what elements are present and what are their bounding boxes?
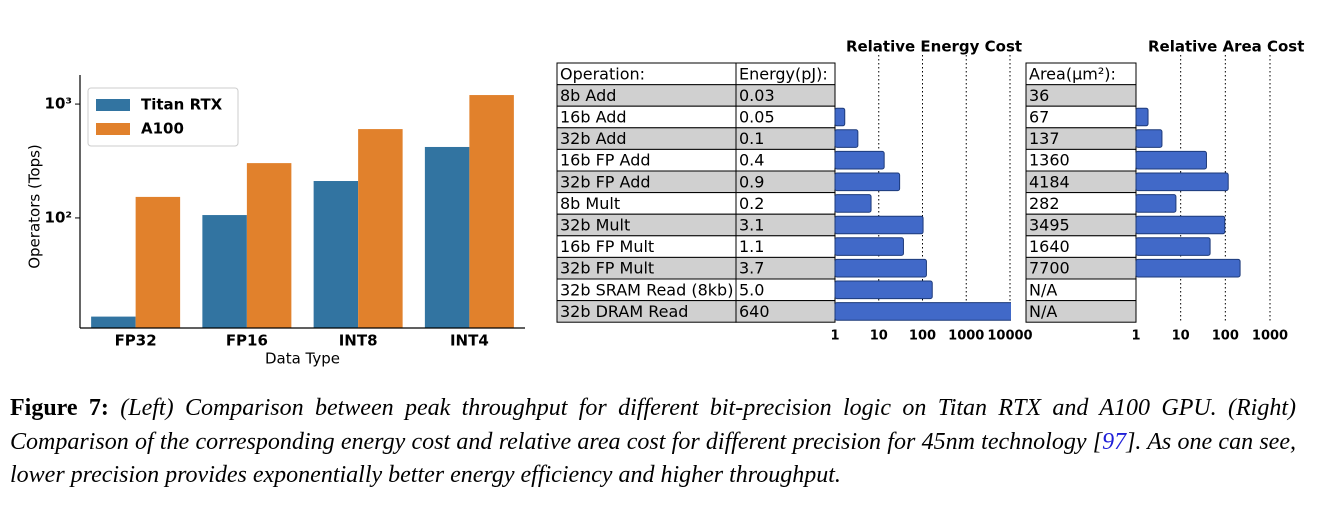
bar xyxy=(834,302,1011,321)
x-tick-label: 1 xyxy=(830,329,839,344)
panel-title: Relative Area Cost xyxy=(1148,38,1304,56)
table-cell-text: 5.0 xyxy=(739,280,764,299)
bar xyxy=(135,196,181,328)
table-cell-text: 0.05 xyxy=(739,108,775,127)
table-cell-text: 640 xyxy=(739,302,770,321)
legend-swatch xyxy=(96,99,130,111)
bar xyxy=(1135,258,1241,278)
table-cell-text: 8b Mult xyxy=(560,194,620,213)
x-tick-label: 1000 xyxy=(948,329,984,344)
table-cell-text: N/A xyxy=(1029,280,1057,299)
table-cell-text: 0.1 xyxy=(739,129,764,148)
x-tick-label: INT4 xyxy=(450,332,489,350)
table-cell-text: 36 xyxy=(1029,86,1049,105)
x-tick-label: 1 xyxy=(1131,329,1140,344)
table-cell-text: 7700 xyxy=(1029,259,1070,278)
bar xyxy=(834,237,904,256)
bar xyxy=(1135,215,1226,235)
panel-title: Relative Energy Cost xyxy=(846,38,1022,56)
table-cell-text: 0.2 xyxy=(739,194,764,213)
table-cell-text: 3495 xyxy=(1029,216,1070,235)
bar xyxy=(246,163,292,328)
x-tick-label: 100 xyxy=(1212,329,1239,344)
table-header: Energy(pJ): xyxy=(739,64,828,83)
table-cell-text: 8b Add xyxy=(560,86,616,105)
table-header-cell xyxy=(735,62,836,86)
x-tick-label: 100 xyxy=(909,329,936,344)
table-cell-text: N/A xyxy=(1029,302,1057,321)
bar xyxy=(834,129,859,148)
table-cell xyxy=(1025,300,1137,323)
figure: 10² 10³ FP32 FP16 INT8 INT4 Data Type Operators… xyxy=(26,38,1305,368)
bar xyxy=(313,181,359,328)
table-cell-text: 32b Mult xyxy=(560,216,630,235)
caption-text: (Left) Comparison between peak throughpu… xyxy=(10,395,1297,455)
bar xyxy=(834,280,933,300)
bar xyxy=(1135,150,1207,170)
table-header: Area(μm²): xyxy=(1029,64,1116,83)
bar xyxy=(834,215,924,235)
bar xyxy=(424,146,470,328)
legend-label: A100 xyxy=(141,120,184,138)
x-tick-label: INT8 xyxy=(339,332,378,350)
bars xyxy=(1135,107,1241,278)
table-cell-text: 3.7 xyxy=(739,259,764,278)
table-cell-text: 0.03 xyxy=(739,86,775,105)
caption: Figure 7: (Left) Comparison between peak… xyxy=(10,392,1296,493)
table-cell-text: 0.9 xyxy=(739,172,764,191)
caption-text: ]. As one can see, lower precision provi… xyxy=(10,428,1296,489)
table-cell-text: 32b FP Mult xyxy=(560,259,654,278)
bar xyxy=(1135,237,1211,256)
citation: 97 xyxy=(1102,428,1127,455)
table-cell-text: 137 xyxy=(1029,129,1060,148)
legend-swatch xyxy=(96,123,130,135)
table-cell-text: 32b Add xyxy=(560,129,627,148)
table-cell-text: 16b FP Mult xyxy=(560,237,654,256)
x-tick-label: FP16 xyxy=(226,332,268,350)
x-tick-label: 1000 xyxy=(1252,329,1288,344)
bar xyxy=(834,150,885,170)
table-header: Operation: xyxy=(560,64,645,83)
bar xyxy=(1135,172,1229,192)
bar xyxy=(834,172,901,192)
table-cell-text: 0.4 xyxy=(739,151,764,170)
table-cell-text: 67 xyxy=(1029,108,1049,127)
x-axis-label: Data Type xyxy=(265,350,340,368)
table-cell-text: 16b FP Add xyxy=(560,151,651,170)
y-tick-label: 10³ xyxy=(45,95,72,113)
caption-label: Figure 7: xyxy=(10,395,109,421)
table-cell-text: 282 xyxy=(1029,194,1060,213)
table-cell-text: 1360 xyxy=(1029,151,1070,170)
bar xyxy=(834,194,872,213)
table-cell-text: 4184 xyxy=(1029,172,1070,191)
bar xyxy=(1135,107,1149,127)
table-cell-text: 32b DRAM Read xyxy=(560,302,688,321)
x-tick-label: 10000 xyxy=(987,329,1032,344)
bar xyxy=(469,95,514,328)
bar xyxy=(91,316,136,328)
x-tick-label: 10 xyxy=(1172,329,1190,344)
y-tick-label: 10² xyxy=(45,208,72,226)
table-cell-text: 32b SRAM Read (8kb) xyxy=(560,280,733,299)
y-axis-label: Operators (Tops) xyxy=(26,144,44,269)
bar xyxy=(1135,129,1163,148)
bar xyxy=(202,215,247,328)
bar xyxy=(834,107,846,127)
table-header-cell xyxy=(1025,62,1137,86)
bar xyxy=(834,258,927,278)
table-cell-text: 1640 xyxy=(1029,237,1070,256)
legend-label: Titan RTX xyxy=(141,96,223,114)
table-cell-text: 3.1 xyxy=(739,216,764,235)
bar xyxy=(358,129,403,328)
x-tick-label: FP32 xyxy=(115,332,157,350)
bars xyxy=(834,107,1011,321)
bar xyxy=(1135,194,1177,213)
table-cell-text: 1.1 xyxy=(739,237,764,256)
table-cell-text: 16b Add xyxy=(560,108,627,127)
x-tick-label: 10 xyxy=(870,329,888,344)
table-cell-text: 32b FP Add xyxy=(560,172,651,191)
